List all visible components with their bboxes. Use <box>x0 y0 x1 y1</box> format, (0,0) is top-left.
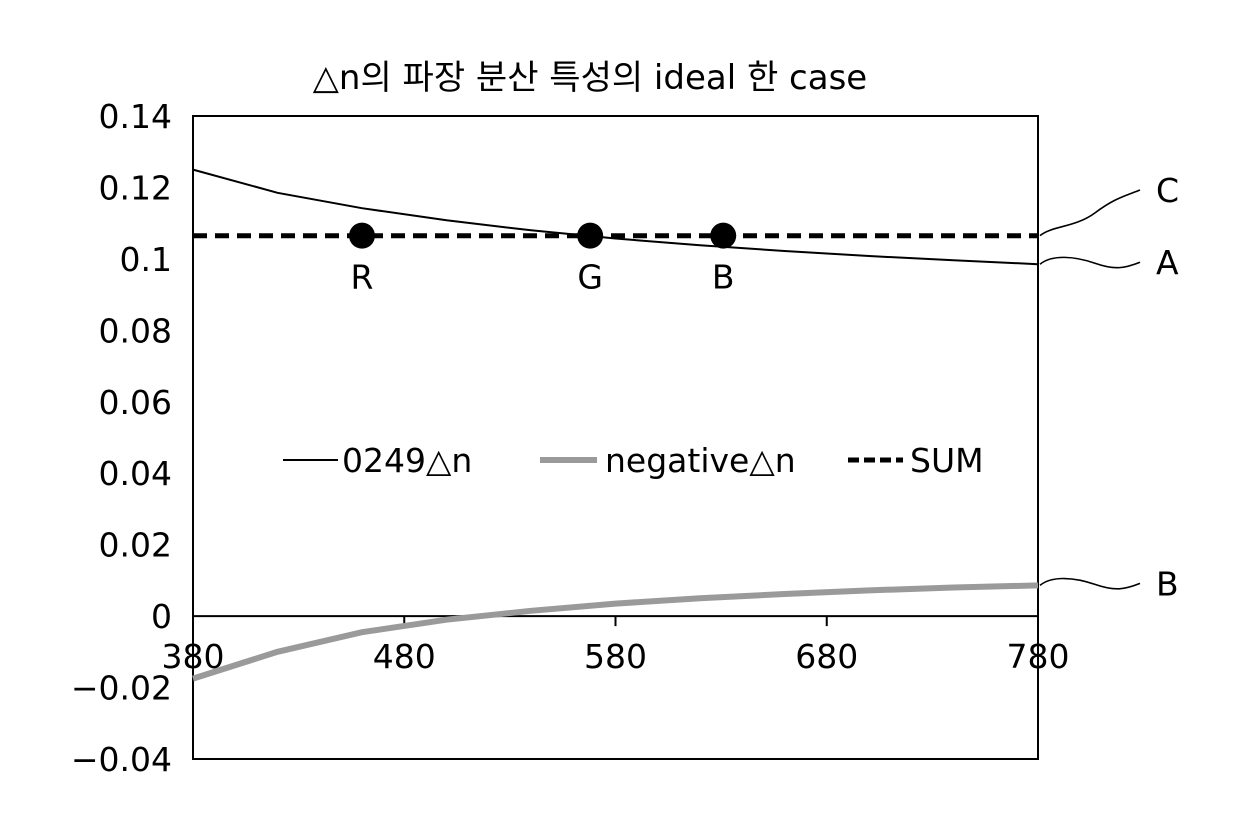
point-label-g: G <box>577 258 603 297</box>
x-tick-label: 480 <box>373 637 436 676</box>
chart-title: △n의 파장 분산 특성의 ideal 한 case <box>313 58 867 98</box>
y-tick-label: 0 <box>151 597 172 636</box>
callout-line-b <box>1040 579 1140 589</box>
x-tick-label: 680 <box>795 637 858 676</box>
y-axis-labels: −0.04 −0.02 0 0.02 0.04 0.06 0.08 0.1 0.12 0.14 <box>71 97 172 779</box>
y-tick-label: 0.02 <box>99 526 172 565</box>
y-tick-label: 0.14 <box>99 97 172 136</box>
y-tick-label: −0.04 <box>71 740 172 779</box>
y-tick-label: 0.06 <box>99 383 172 422</box>
point-marker-b <box>710 223 736 249</box>
legend-label-negative-n: negative△n <box>605 441 796 480</box>
callout-line-c <box>1040 190 1140 236</box>
series-line-0249-n <box>193 170 1038 265</box>
callout-label-c: C <box>1156 171 1179 210</box>
y-tick-label: 0.08 <box>99 311 172 350</box>
y-tick-label: −0.02 <box>71 669 172 708</box>
point-marker-g <box>577 223 603 249</box>
legend: 0249△n negative△n SUM <box>283 441 984 480</box>
legend-label-0249-n: 0249△n <box>342 441 472 480</box>
callout-line-a <box>1040 257 1140 267</box>
point-marker-r <box>349 223 375 249</box>
point-label-b: B <box>712 258 735 297</box>
legend-label-sum: SUM <box>910 441 984 480</box>
series-group <box>193 170 1038 679</box>
y-tick-label: 0.12 <box>99 168 172 207</box>
point-label-r: R <box>351 258 374 297</box>
callouts-group: CA B <box>1040 171 1179 603</box>
x-tick-label: 580 <box>584 637 647 676</box>
callout-label-b: B <box>1156 564 1179 603</box>
y-tick-label: 0.04 <box>99 454 172 493</box>
y-tick-label: 0.1 <box>120 240 172 279</box>
callout-label-a: A <box>1156 243 1179 282</box>
x-tick-label: 780 <box>1007 637 1070 676</box>
